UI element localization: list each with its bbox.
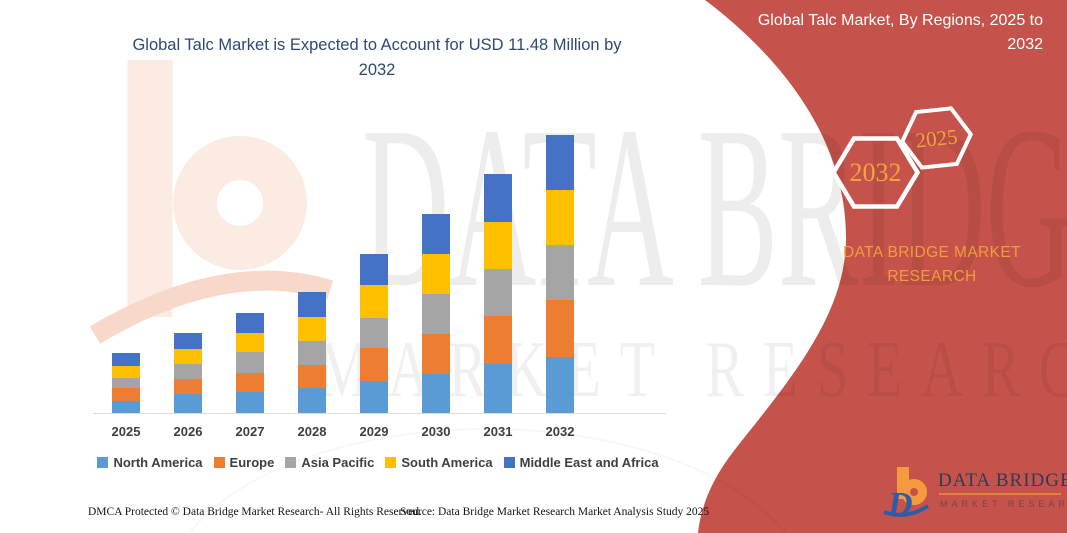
bar-segment-south-america — [484, 222, 512, 270]
bar-segment-north-america — [546, 357, 574, 413]
bar-segment-middle-east-and-africa — [360, 254, 388, 286]
company-logo: D DATA BRIDGE MARKET RESEARCH — [878, 459, 1067, 525]
x-axis-label-2025: 2025 — [111, 424, 141, 439]
bar-segment-south-america — [236, 333, 264, 352]
stacked-bar-2030 — [422, 214, 450, 413]
bar-segment-asia-pacific — [360, 318, 388, 349]
stacked-bar-2029 — [360, 254, 388, 413]
legend-label: Middle East and Africa — [519, 455, 659, 470]
bar-segment-middle-east-and-africa — [298, 292, 326, 318]
bar-segment-middle-east-and-africa — [112, 352, 140, 366]
stacked-bar-2032 — [546, 135, 574, 413]
legend-label: Europe — [229, 455, 275, 470]
legend-item-asia-pacific: Asia Pacific — [285, 455, 374, 470]
bar-segment-europe — [422, 334, 450, 374]
legend-item-middle-east-and-africa: Middle East and Africa — [503, 455, 659, 470]
bar-segment-asia-pacific — [298, 341, 326, 366]
legend-label: Asia Pacific — [301, 455, 375, 470]
x-axis-label-2026: 2026 — [173, 424, 203, 439]
bar-segment-north-america — [422, 374, 450, 413]
bar-segment-south-america — [174, 349, 202, 365]
bar-segment-north-america — [484, 364, 512, 413]
bar-segment-asia-pacific — [174, 364, 202, 380]
bar-segment-south-america — [112, 365, 140, 378]
x-axis-line — [93, 413, 666, 414]
stacked-bar-2031 — [484, 174, 512, 413]
bar-segment-north-america — [236, 391, 264, 413]
bar-segment-south-america — [360, 285, 388, 319]
stacked-bar-2028 — [298, 292, 326, 413]
x-axis-label-2027: 2027 — [235, 424, 265, 439]
legend-swatch — [213, 457, 225, 468]
bar-segment-north-america — [360, 381, 388, 413]
x-axis-label-2031: 2031 — [483, 424, 513, 439]
legend-swatch — [285, 457, 297, 468]
hexagon-2032: 2032 — [831, 136, 920, 209]
bar-segment-asia-pacific — [236, 351, 264, 374]
bar-segment-middle-east-and-africa — [484, 174, 512, 223]
hexagon-2025-label: 2025 — [914, 124, 958, 152]
legend: North America Europe Asia Pacific South Ame… — [88, 455, 668, 470]
hexagon-2025: 2025 — [899, 106, 974, 170]
legend-swatch — [385, 457, 397, 468]
bar-segment-europe — [236, 373, 264, 392]
bar-segment-south-america — [422, 254, 450, 294]
company-logo-icon: D — [883, 467, 930, 521]
bar-segment-middle-east-and-africa — [422, 214, 450, 254]
bar-segment-middle-east-and-africa — [174, 333, 202, 350]
hexagon-2032-label: 2032 — [850, 158, 902, 187]
chart-plot: 2025 2026 2027 2028 2029 2030 2031 2032 — [93, 128, 668, 439]
x-axis-label-2029: 2029 — [359, 424, 389, 439]
stacked-bar-2026 — [174, 333, 202, 413]
chart-title: Global Talc Market is Expected to Accoun… — [132, 36, 622, 79]
legend-item-south-america: South America — [385, 455, 493, 470]
x-axis-label-2030: 2030 — [421, 424, 451, 439]
bar-segment-south-america — [546, 190, 574, 246]
bar-segment-middle-east-and-africa — [236, 312, 264, 334]
bar-segment-asia-pacific — [546, 245, 574, 301]
bar-segment-europe — [112, 387, 140, 401]
x-axis-label-2032: 2032 — [545, 424, 575, 439]
bar-segment-europe — [484, 316, 512, 365]
bar-segment-europe — [298, 365, 326, 389]
company-logo-name: DATA BRIDGE — [938, 470, 1067, 491]
legend-swatch — [97, 457, 109, 468]
bar-segment-south-america — [298, 317, 326, 342]
bar-segment-europe — [360, 348, 388, 381]
stacked-bar-2027 — [236, 312, 264, 413]
bar-segment-europe — [546, 300, 574, 358]
legend-label: North America — [113, 455, 203, 470]
bar-segment-asia-pacific — [484, 269, 512, 317]
footer-source: Source: Data Bridge Market Research Mark… — [400, 506, 710, 518]
stacked-bar-2025 — [112, 352, 140, 413]
brand-caption: DATA BRIDGE MARKET RESEARCH — [842, 244, 1021, 285]
bar-segment-north-america — [298, 388, 326, 413]
legend-item-north-america: North America — [97, 455, 203, 470]
company-logo-rule — [939, 493, 1061, 495]
banner-heading: Global Talc Market, By Regions, 2025 to … — [757, 12, 1043, 53]
logo-watermark-icon — [89, 60, 333, 344]
bar-segment-north-america — [174, 394, 202, 413]
watermark-text-line1: DATA BRIDGE — [362, 79, 1067, 336]
bar-segment-asia-pacific — [422, 294, 450, 334]
bar-segment-north-america — [112, 400, 140, 413]
company-logo-tagline: MARKET RESEARCH — [940, 499, 1067, 509]
x-axis-label-2028: 2028 — [297, 424, 327, 439]
bar-segment-middle-east-and-africa — [546, 135, 574, 191]
legend-item-europe: Europe — [213, 455, 275, 470]
bar-segment-europe — [174, 379, 202, 395]
legend-swatch — [503, 457, 515, 468]
footer-dmca: DMCA Protected © Data Bridge Market Rese… — [88, 506, 422, 518]
bar-segment-asia-pacific — [112, 377, 140, 388]
legend-label: South America — [401, 455, 493, 470]
